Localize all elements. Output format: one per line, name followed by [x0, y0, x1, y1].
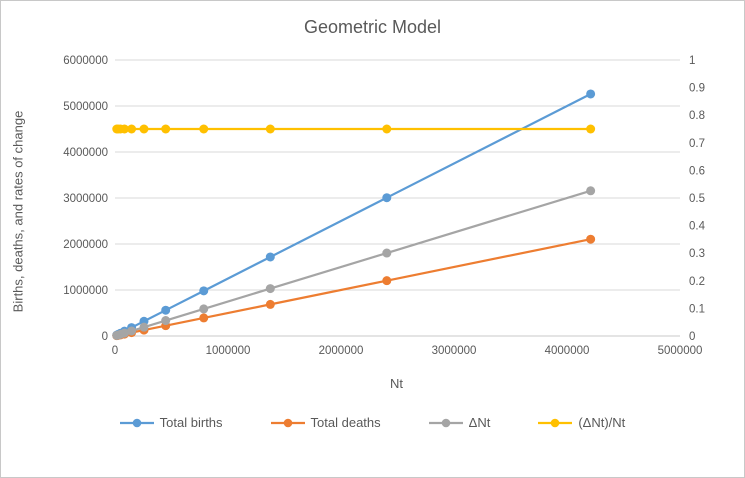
svg-text:0.3: 0.3 — [689, 248, 705, 260]
svg-text:0.4: 0.4 — [689, 221, 706, 233]
left-axis-tick-labels: 0 1000000 2000000 3000000 4000000 5000000 6000… — [63, 55, 108, 343]
svg-text:2000000: 2000000 — [63, 239, 108, 251]
svg-text:3000000: 3000000 — [432, 345, 477, 357]
svg-text:6000000: 6000000 — [63, 55, 108, 67]
series-delta-nt[interactable] — [112, 186, 596, 340]
legend-item-total-deaths[interactable]: Total deaths — [270, 415, 381, 430]
chart-title: Geometric Model — [303, 17, 442, 37]
svg-text:0.9: 0.9 — [689, 83, 705, 95]
svg-text:4000000: 4000000 — [63, 147, 108, 159]
svg-text:0.5: 0.5 — [689, 193, 705, 205]
gridlines — [115, 59, 680, 337]
legend: Total births Total deaths ΔNt (ΔNt)/Nt — [1, 415, 744, 430]
legend-label: (ΔNt)/Nt — [578, 415, 626, 430]
svg-text:1: 1 — [689, 55, 695, 67]
legend-marker-icon — [538, 418, 573, 427]
series-total-deaths[interactable] — [112, 234, 596, 341]
svg-text:0: 0 — [102, 331, 108, 343]
right-axis-tick-labels: 0 0.1 0.2 0.3 0.4 0.5 0.6 0.7 0.8 0.9 1 — [689, 55, 706, 343]
svg-text:2000000: 2000000 — [319, 345, 364, 357]
legend-marker-icon — [270, 418, 305, 427]
svg-text:4000000: 4000000 — [545, 345, 590, 357]
svg-text:0.1: 0.1 — [689, 303, 705, 315]
legend-item-delta-nt-over-nt[interactable]: (ΔNt)/Nt — [538, 415, 625, 430]
x-axis-tick-labels: 0 1000000 2000000 3000000 4000000 5000000 — [112, 345, 703, 357]
x-axis-title: Nt — [390, 376, 403, 391]
svg-text:5000000: 5000000 — [658, 345, 703, 357]
legend-item-total-births[interactable]: Total births — [119, 415, 223, 430]
legend-marker-icon — [428, 418, 463, 427]
chart-body: Births, deaths, and rates of change 0 100… — [1, 46, 744, 376]
legend-label: Total deaths — [310, 415, 381, 430]
series-delta-nt-over-nt[interactable] — [112, 124, 596, 134]
legend-label: Total births — [159, 415, 223, 430]
svg-text:0: 0 — [689, 331, 695, 343]
svg-text:0.7: 0.7 — [689, 138, 705, 150]
legend-marker-icon — [119, 418, 154, 427]
svg-text:1000000: 1000000 — [63, 285, 108, 297]
svg-text:5000000: 5000000 — [63, 101, 108, 113]
left-axis-title: Births, deaths, and rates of change — [10, 110, 26, 312]
svg-text:1000000: 1000000 — [206, 345, 251, 357]
left-axis-title-column: Births, deaths, and rates of change — [1, 46, 35, 376]
plot-area[interactable]: 0 1000000 2000000 3000000 4000000 5000000 6000… — [35, 46, 730, 376]
series-total-births[interactable] — [112, 89, 596, 340]
svg-text:0.6: 0.6 — [689, 165, 705, 177]
svg-text:3000000: 3000000 — [63, 193, 108, 205]
svg-text:0: 0 — [112, 345, 118, 357]
svg-text:0.8: 0.8 — [689, 110, 705, 122]
svg-text:0.2: 0.2 — [689, 276, 705, 288]
legend-item-delta-nt[interactable]: ΔNt — [428, 415, 491, 430]
legend-label: ΔNt — [468, 415, 491, 430]
